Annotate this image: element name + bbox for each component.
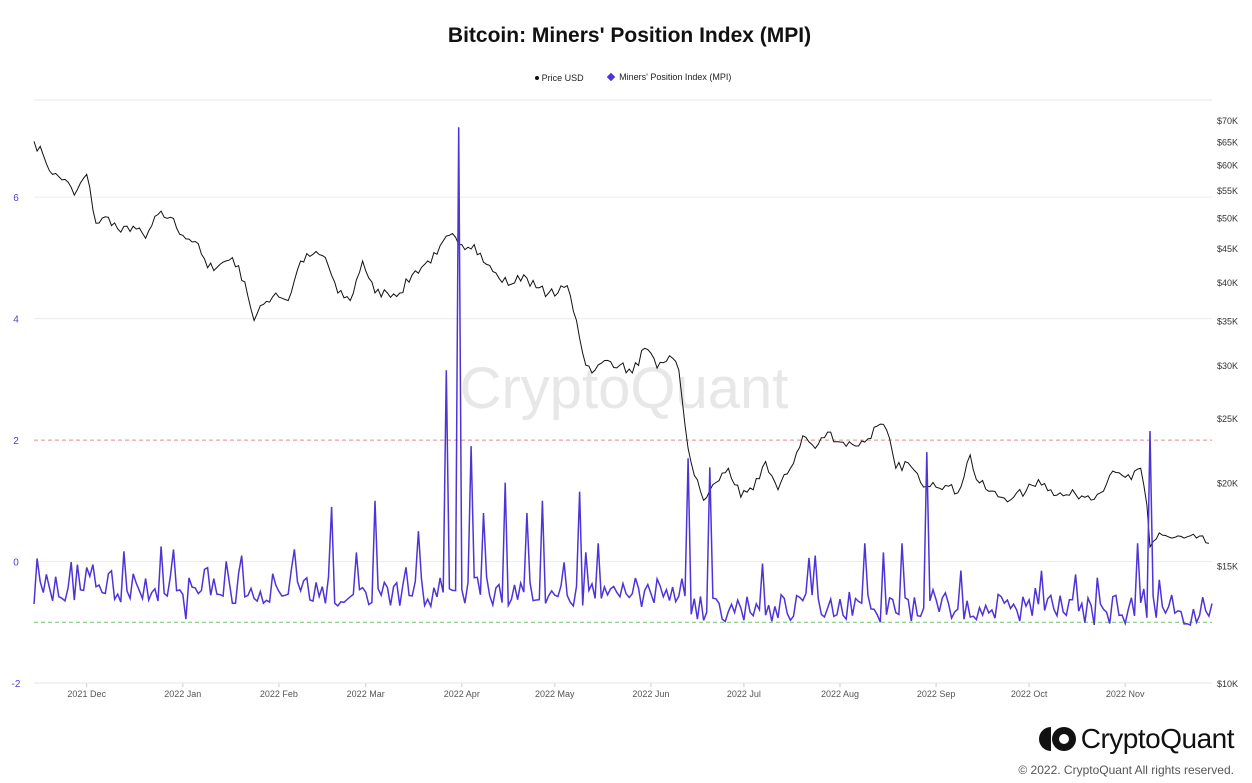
x-axis-tick-label: 2022 Aug bbox=[821, 689, 859, 699]
chart-legend: Price USD Miners' Position Index (MPI) bbox=[0, 72, 1252, 83]
cryptoquant-logo-icon bbox=[1038, 727, 1076, 751]
right-axis-tick-label: $65K bbox=[1217, 137, 1238, 147]
left-axis-tick-label: 2 bbox=[13, 436, 19, 447]
right-axis-tick-label: $15K bbox=[1217, 562, 1238, 572]
x-axis-tick-label: 2022 Mar bbox=[347, 689, 385, 699]
chart-title: Bitcoin: Miners' Position Index (MPI) bbox=[447, 24, 812, 47]
legend-price-marker bbox=[534, 76, 539, 80]
brand-name: CryptoQuant bbox=[1080, 723, 1235, 754]
x-axis-tick-label: 2022 Feb bbox=[260, 689, 298, 699]
left-axis-tick-label: -2 bbox=[12, 679, 21, 690]
copyright-text: © 2022. CryptoQuant All rights reserved. bbox=[1018, 763, 1234, 777]
right-axis-tick-label: $55K bbox=[1217, 186, 1238, 196]
x-axis-tick-label: 2022 May bbox=[535, 689, 575, 699]
brand-logo: CryptoQuant bbox=[1037, 723, 1235, 755]
mpi-line bbox=[33, 127, 1213, 627]
right-axis-tick-label: $40K bbox=[1217, 278, 1238, 288]
right-axis-tick-label: $25K bbox=[1217, 414, 1238, 424]
right-axis-tick-label: $60K bbox=[1217, 161, 1238, 171]
x-axis-tick-label: 2021 Dec bbox=[67, 689, 106, 699]
legend-price-label: Price USD bbox=[541, 73, 584, 83]
x-axis-tick-label: 2022 Oct bbox=[1011, 689, 1048, 699]
right-axis-tick-label: $35K bbox=[1217, 317, 1238, 327]
legend-mpi-label: Miners' Position Index (MPI) bbox=[619, 72, 732, 82]
left-axis-tick-label: 6 bbox=[13, 193, 19, 204]
right-axis-tick-label: $70K bbox=[1217, 116, 1238, 126]
legend-item-mpi[interactable]: Miners' Position Index (MPI) bbox=[606, 72, 732, 82]
right-axis-tick-label: $10K bbox=[1217, 679, 1238, 689]
x-axis-tick-label: 2022 Jul bbox=[727, 689, 761, 699]
right-axis-tick-label: $45K bbox=[1217, 244, 1238, 254]
right-axis-tick-label: $20K bbox=[1217, 478, 1238, 488]
x-axis-tick-label: 2022 Apr bbox=[444, 689, 480, 699]
x-axis-tick-label: 2022 Nov bbox=[1106, 689, 1145, 699]
x-axis-tick-label: 2022 Sep bbox=[917, 689, 956, 699]
left-axis-tick-label: 0 bbox=[13, 558, 19, 569]
right-axis-tick-label: $50K bbox=[1217, 213, 1238, 223]
right-axis-tick-label: $30K bbox=[1217, 361, 1238, 371]
legend-item-price[interactable]: Price USD bbox=[534, 73, 584, 83]
x-axis-tick-label: 2022 Jun bbox=[632, 689, 669, 699]
x-axis-tick-label: 2022 Jan bbox=[164, 689, 201, 699]
price-usd-line bbox=[33, 141, 1210, 549]
left-axis-tick-label: 4 bbox=[13, 315, 19, 326]
